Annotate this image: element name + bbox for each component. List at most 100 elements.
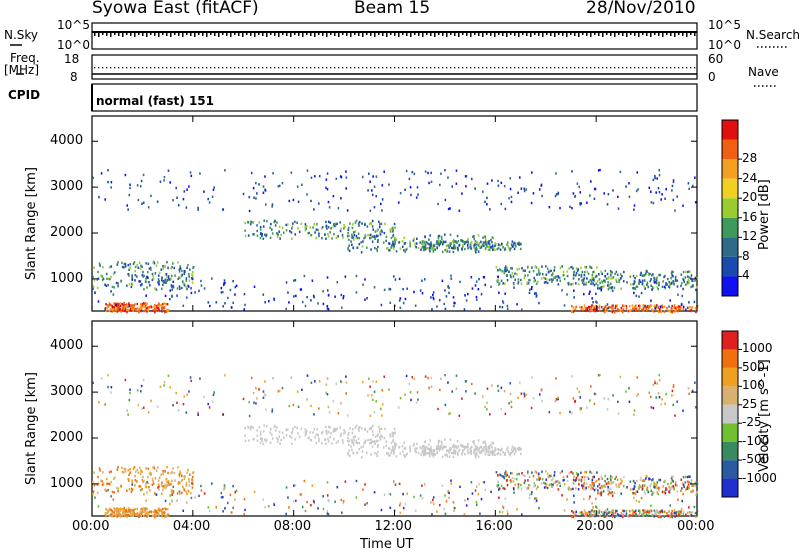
velocity-cell bbox=[399, 452, 402, 455]
power-cell bbox=[651, 286, 654, 289]
velocity-cell bbox=[428, 453, 431, 456]
power-cell bbox=[634, 276, 636, 280]
velocity-cell bbox=[111, 511, 114, 515]
velocity-cell bbox=[356, 451, 359, 454]
velocity-cell bbox=[464, 446, 467, 449]
nave-dot bbox=[622, 67, 624, 69]
nave-dot bbox=[474, 67, 476, 69]
power-cell bbox=[262, 237, 265, 240]
velocity-cell bbox=[487, 446, 490, 449]
power-cell bbox=[588, 308, 591, 312]
velocity-cell bbox=[608, 488, 611, 491]
power-cell bbox=[579, 203, 582, 206]
noise-dot bbox=[294, 33, 296, 35]
velocity-cell bbox=[439, 388, 441, 392]
power-cell bbox=[680, 303, 683, 306]
colorbar-segment bbox=[722, 276, 738, 296]
power-cell bbox=[682, 277, 684, 281]
power-cell bbox=[660, 198, 662, 201]
velocity-cell bbox=[430, 385, 433, 388]
power-cell bbox=[144, 307, 147, 311]
velocity-cell bbox=[638, 487, 640, 490]
velocity-cell bbox=[604, 485, 606, 488]
velocity-cell bbox=[426, 451, 429, 455]
velocity-cell bbox=[658, 373, 661, 377]
nave-dot bbox=[578, 67, 580, 69]
velocity-cell bbox=[318, 437, 320, 440]
power-cell bbox=[506, 304, 509, 308]
velocity-cell bbox=[666, 482, 669, 486]
freq-label: Freq. bbox=[10, 51, 40, 65]
velocity-cell bbox=[633, 496, 635, 500]
velocity-cell bbox=[478, 447, 481, 450]
velocity-cell bbox=[370, 426, 372, 430]
velocity-cell bbox=[376, 452, 378, 456]
power-cell bbox=[527, 265, 529, 268]
velocity-cell bbox=[419, 446, 422, 449]
noise-dot bbox=[422, 33, 424, 37]
nave-dot bbox=[358, 67, 360, 69]
velocity-cell bbox=[504, 470, 507, 473]
velocity-cell bbox=[234, 490, 237, 494]
power-cell bbox=[651, 288, 653, 291]
power-cell bbox=[483, 241, 485, 244]
velocity-cell bbox=[108, 482, 111, 486]
power-cell bbox=[454, 301, 456, 305]
power-cell bbox=[370, 221, 372, 225]
x-tick-label: 20:00 bbox=[576, 519, 614, 534]
velocity-cell bbox=[611, 494, 614, 497]
velocity-cell bbox=[249, 428, 252, 431]
velocity-cell bbox=[637, 393, 639, 396]
power-cell bbox=[119, 309, 121, 312]
velocity-cell bbox=[271, 408, 274, 411]
power-cell bbox=[134, 265, 137, 269]
power-cell bbox=[644, 287, 646, 290]
velocity-cell bbox=[234, 498, 236, 501]
power-cell bbox=[572, 310, 575, 313]
velocity-cell bbox=[187, 477, 190, 481]
velocity-cell bbox=[433, 449, 435, 453]
velocity-cell bbox=[123, 506, 126, 510]
power-cell bbox=[475, 242, 478, 246]
power-cell bbox=[334, 295, 336, 298]
nave-dot bbox=[478, 67, 480, 69]
velocity-cell bbox=[352, 428, 354, 431]
power-cell bbox=[125, 305, 128, 308]
power-cell bbox=[639, 273, 642, 276]
power-cell bbox=[294, 233, 296, 236]
velocity-cell bbox=[404, 502, 407, 506]
velocity-cell bbox=[392, 480, 395, 483]
velocity-cell bbox=[413, 377, 416, 381]
power-cell bbox=[306, 169, 309, 172]
velocity-cell bbox=[595, 505, 597, 508]
velocity-cell bbox=[140, 507, 143, 511]
velocity-cell bbox=[497, 389, 500, 392]
power-cell bbox=[135, 308, 137, 312]
velocity-cell bbox=[514, 447, 517, 450]
velocity-cell bbox=[367, 438, 369, 442]
power-cell bbox=[571, 304, 573, 308]
velocity-cell bbox=[554, 481, 557, 484]
velocity-cell bbox=[551, 478, 553, 482]
velocity-cell bbox=[389, 433, 391, 437]
power-cell bbox=[110, 186, 112, 189]
power-cell bbox=[127, 263, 130, 267]
velocity-cell bbox=[399, 502, 402, 505]
velocity-cell bbox=[589, 399, 591, 402]
velocity-cell bbox=[540, 482, 543, 485]
velocity-cell bbox=[326, 393, 329, 396]
velocity-cell bbox=[123, 467, 126, 471]
noise-dot bbox=[370, 33, 372, 36]
velocity-cell bbox=[129, 391, 131, 395]
nave-dots bbox=[94, 67, 696, 69]
velocity-cell bbox=[653, 509, 656, 512]
velocity-cell bbox=[619, 478, 622, 481]
velocity-cell bbox=[262, 498, 265, 501]
velocity-cell bbox=[474, 489, 477, 492]
power-cell bbox=[586, 270, 589, 274]
power-cell bbox=[580, 202, 583, 205]
velocity-cell bbox=[572, 511, 575, 514]
power-cell bbox=[443, 302, 445, 306]
velocity-cell bbox=[604, 515, 607, 518]
power-cell bbox=[500, 202, 502, 206]
